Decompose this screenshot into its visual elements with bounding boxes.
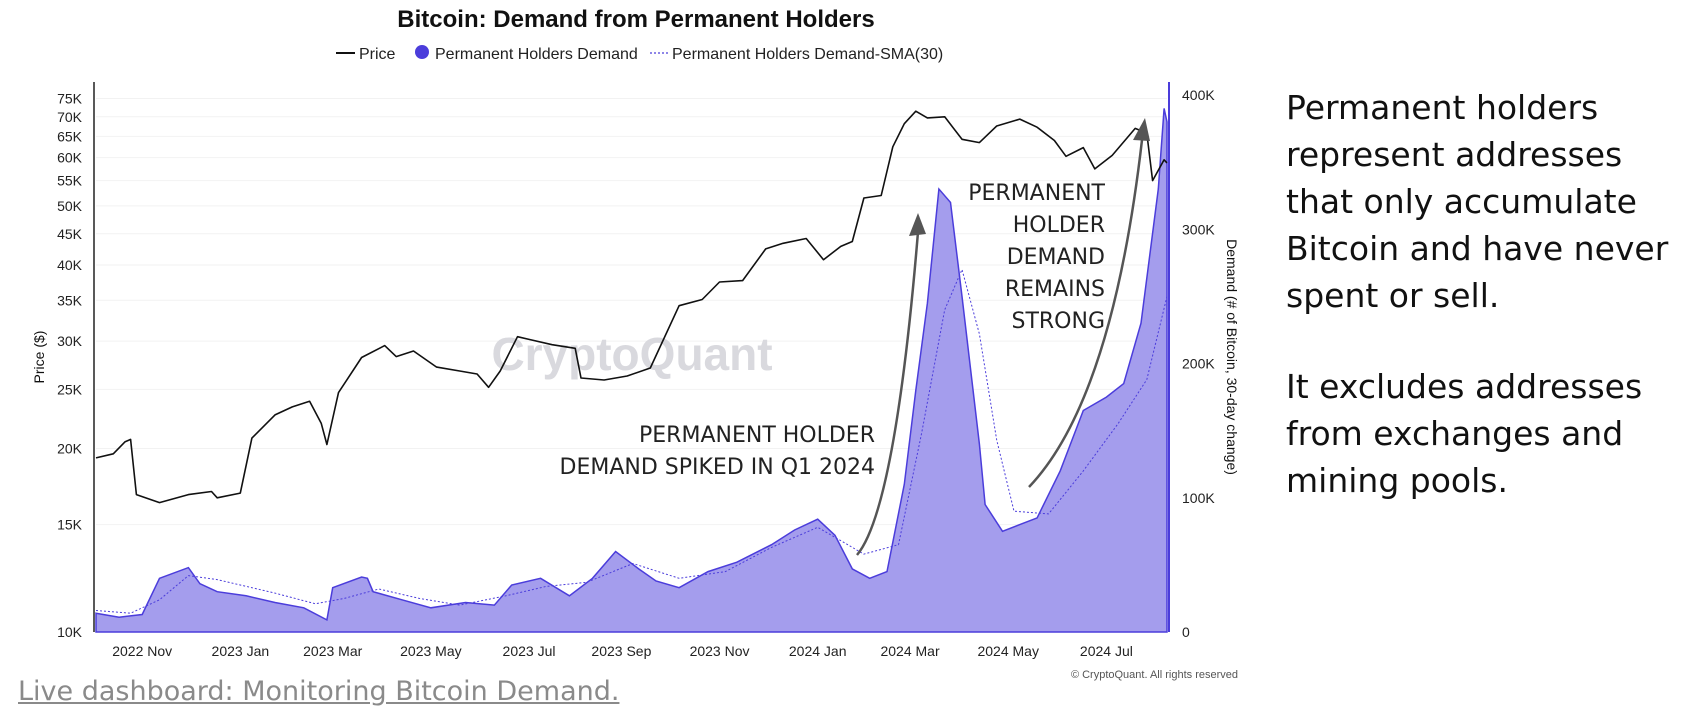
x-tick-label: 2024 Mar: [880, 643, 939, 659]
legend-demand-label: Permanent Holders Demand: [435, 46, 638, 63]
annotation-strong-line-5: STRONG: [1011, 309, 1105, 334]
annotation-strong-line-3: DEMAND: [1007, 245, 1105, 270]
arrow-remains-strong: [1028, 139, 1144, 488]
side-paragraph-2: It excludes addresses from exchanges and…: [1286, 367, 1643, 500]
left-tick-label: 65K: [57, 128, 83, 144]
annotation-q1-line-1: PERMANENT HOLDER: [639, 423, 875, 448]
x-tick-label: 2024 Jul: [1080, 643, 1133, 659]
x-tick-label: 2023 May: [400, 643, 461, 659]
left-tick-label: 35K: [57, 292, 83, 308]
annotation-q1-line-2: DEMAND SPIKED IN Q1 2024: [560, 455, 875, 480]
left-tick-label: 55K: [57, 173, 83, 189]
left-tick-label: 70K: [57, 109, 83, 125]
x-tick-label: 2023 Nov: [690, 643, 750, 659]
right-axis-ticks: 400K 300K 200K 100K 0: [1182, 87, 1215, 640]
arrow-q1-spike-head: [909, 213, 926, 236]
right-tick-label: 400K: [1182, 87, 1215, 103]
legend: Price Permanent Holders Demand Permanent…: [336, 45, 943, 63]
right-axis-title: Demand (# of Bitcoin, 30-day change): [1224, 239, 1240, 475]
right-tick-label: 0: [1182, 624, 1190, 640]
left-tick-label: 75K: [57, 91, 83, 107]
x-tick-label: 2023 Sep: [591, 643, 651, 659]
x-tick-label: 2024 Jan: [789, 643, 847, 659]
chart: Bitcoin: Demand from Permanent Holders P…: [31, 6, 1240, 681]
left-tick-label: 50K: [57, 198, 83, 214]
legend-price-label: Price: [359, 46, 396, 63]
live-dashboard-link[interactable]: Live dashboard: Monitoring Bitcoin Deman…: [18, 676, 620, 707]
legend-demand-swatch: [415, 45, 429, 59]
chart-title: Bitcoin: Demand from Permanent Holders: [397, 6, 874, 33]
left-tick-label: 30K: [57, 333, 83, 349]
x-axis-ticks: 2022 Nov 2023 Jan 2023 Mar 2023 May 2023 Jul…: [112, 643, 1133, 659]
left-tick-label: 10K: [57, 624, 83, 640]
right-tick-label: 300K: [1182, 221, 1215, 237]
arrow-remains-strong-head: [1133, 118, 1150, 141]
arrow-q1-spike: [856, 231, 920, 556]
watermark: CryptoQuant: [491, 328, 772, 380]
legend-sma-label: Permanent Holders Demand-SMA(30): [672, 46, 943, 63]
left-tick-label: 20K: [57, 440, 83, 456]
annotation-remains-strong: PERMANENT HOLDER DEMAND REMAINS STRONG: [968, 181, 1105, 334]
x-tick-label: 2022 Nov: [112, 643, 172, 659]
annotation-strong-line-4: REMAINS: [1005, 277, 1105, 302]
x-tick-label: 2023 Mar: [303, 643, 362, 659]
annotation-strong-line-2: HOLDER: [1013, 213, 1105, 238]
side-paragraph-1: Permanent holders represent addresses th…: [1286, 88, 1669, 315]
annotation-strong-line-1: PERMANENT: [968, 181, 1105, 206]
left-tick-label: 45K: [57, 226, 83, 242]
left-axis-title: Price ($): [31, 331, 47, 384]
right-tick-label: 100K: [1182, 490, 1215, 506]
x-tick-label: 2023 Jul: [503, 643, 556, 659]
left-tick-label: 15K: [57, 517, 83, 533]
x-tick-label: 2023 Jan: [212, 643, 270, 659]
demand-sma-line: [95, 267, 1168, 614]
left-tick-label: 25K: [57, 381, 83, 397]
gridlines: [96, 98, 1167, 633]
right-tick-label: 200K: [1182, 356, 1215, 372]
x-tick-label: 2024 May: [977, 643, 1038, 659]
annotation-q1-spike: PERMANENT HOLDER DEMAND SPIKED IN Q1 202…: [560, 423, 875, 480]
left-tick-label: 60K: [57, 150, 83, 166]
demand-area: [95, 108, 1168, 633]
left-axis-ticks: 75K 70K 65K 60K 55K 50K 45K 40K 35K 30K 25K 20K 15K 1…: [57, 91, 83, 640]
price-line: [95, 110, 1168, 504]
left-tick-label: 40K: [57, 257, 83, 273]
copyright: © CryptoQuant. All rights reserved: [1071, 669, 1238, 681]
